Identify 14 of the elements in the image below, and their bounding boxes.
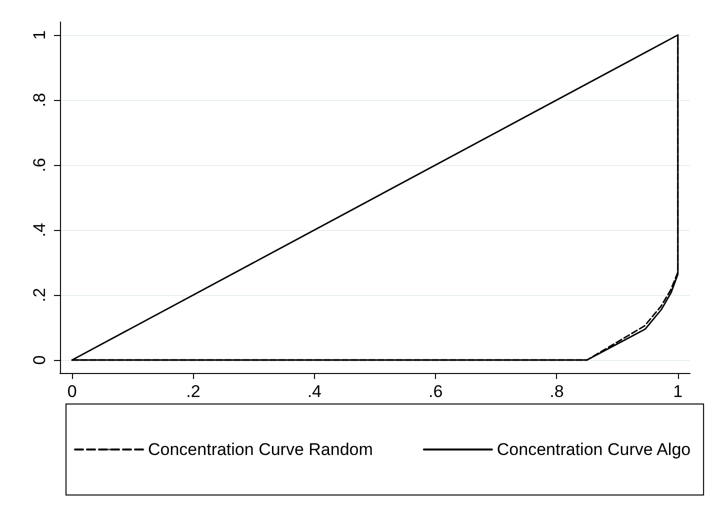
y-tick-label: 1 (30, 30, 49, 40)
x-tick-label: 0 (67, 382, 77, 401)
y-tick-label: 0 (30, 355, 49, 365)
y-tick-label: .8 (30, 92, 49, 108)
legend-label: Concentration Curve Algo (496, 440, 691, 459)
x-tick-label: .6 (428, 382, 443, 401)
y-tick-label: .2 (30, 288, 49, 302)
x-tick-label: .4 (307, 382, 322, 401)
legend-label: Concentration Curve Random (148, 440, 373, 459)
y-tick-label: .4 (30, 222, 49, 238)
y-tick-label: .6 (30, 158, 49, 172)
x-tick-label: 1 (673, 382, 683, 401)
x-tick-label: .8 (550, 382, 564, 401)
x-tick-label: .2 (186, 382, 200, 401)
